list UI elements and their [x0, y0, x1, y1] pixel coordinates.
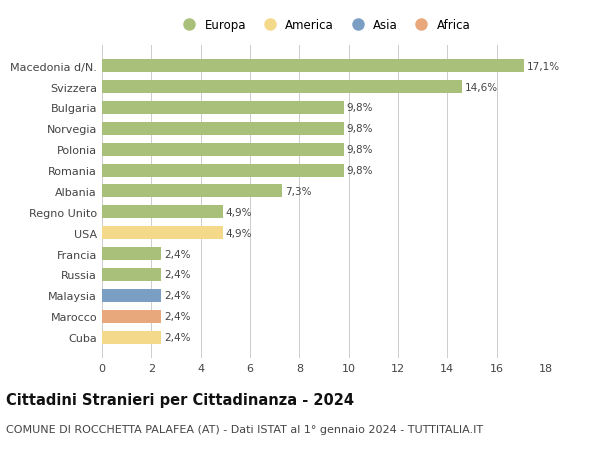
- Bar: [102, 289, 161, 302]
- Text: 9,8%: 9,8%: [347, 124, 373, 134]
- Bar: [102, 247, 161, 261]
- Text: 7,3%: 7,3%: [285, 186, 311, 196]
- Text: 9,8%: 9,8%: [347, 145, 373, 155]
- Text: 4,9%: 4,9%: [226, 207, 253, 218]
- Text: 2,4%: 2,4%: [164, 332, 191, 342]
- Legend: Europa, America, Asia, Africa: Europa, America, Asia, Africa: [173, 14, 475, 37]
- Text: 2,4%: 2,4%: [164, 291, 191, 301]
- Bar: [102, 143, 344, 157]
- Bar: [102, 123, 344, 135]
- Bar: [102, 206, 223, 219]
- Text: 2,4%: 2,4%: [164, 249, 191, 259]
- Text: 9,8%: 9,8%: [347, 103, 373, 113]
- Text: 9,8%: 9,8%: [347, 166, 373, 176]
- Text: 4,9%: 4,9%: [226, 228, 253, 238]
- Text: 14,6%: 14,6%: [465, 82, 498, 92]
- Bar: [102, 227, 223, 240]
- Text: COMUNE DI ROCCHETTA PALAFEA (AT) - Dati ISTAT al 1° gennaio 2024 - TUTTITALIA.IT: COMUNE DI ROCCHETTA PALAFEA (AT) - Dati …: [6, 425, 483, 435]
- Text: 2,4%: 2,4%: [164, 312, 191, 322]
- Text: Cittadini Stranieri per Cittadinanza - 2024: Cittadini Stranieri per Cittadinanza - 2…: [6, 392, 354, 408]
- Bar: [102, 102, 344, 115]
- Bar: [102, 331, 161, 344]
- Bar: [102, 81, 462, 94]
- Bar: [102, 269, 161, 281]
- Text: 17,1%: 17,1%: [527, 62, 560, 72]
- Text: 2,4%: 2,4%: [164, 270, 191, 280]
- Bar: [102, 310, 161, 323]
- Bar: [102, 185, 282, 198]
- Bar: [102, 60, 524, 73]
- Bar: [102, 164, 344, 177]
